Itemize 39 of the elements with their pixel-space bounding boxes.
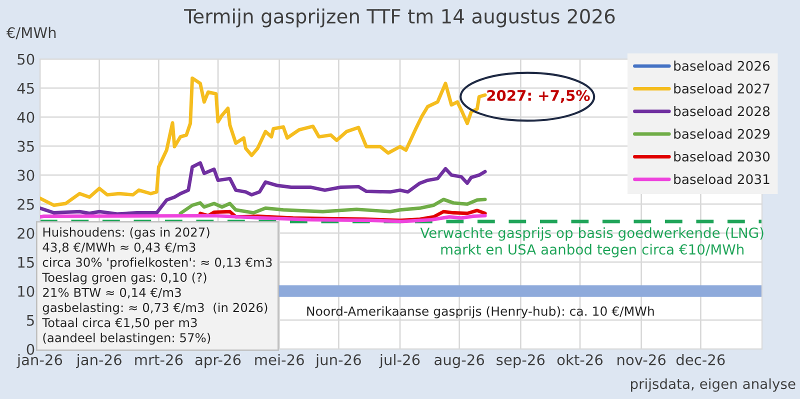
y-tick-label: 30 bbox=[18, 170, 34, 181]
line-series bbox=[40, 76, 487, 207]
annotation: 2027: +7,5% bbox=[487, 90, 590, 103]
x-tick-label: mrt-26 bbox=[135, 354, 183, 366]
x-tick-label: jun-26 bbox=[315, 354, 361, 368]
y-tick-label: 50 bbox=[18, 54, 34, 65]
y-tick-label: 40 bbox=[17, 112, 34, 123]
y-tick-label: 45 bbox=[17, 82, 34, 94]
y-tick-label: 5 bbox=[26, 315, 34, 326]
x-tick-label: dec-26 bbox=[676, 354, 725, 366]
legend-label: baseload 2028 bbox=[674, 106, 770, 116]
x-tick-label: mei-26 bbox=[255, 354, 304, 366]
band-label: Noord-Amerikaanse gasprijs (Henry-hub): ca. 10 €/MWh bbox=[307, 306, 654, 318]
annotation: Huishoudens: (gas in 2027) 43,8 €/MWh ≈ 0,43 €/m3 circa 30% 'profielkosten': ≈ 0,13 €m3 Toeslag groen gas: 0,10 (?) 21% BTW ≈ 0,14 €/m3 gasbelasting: ≈ 0,73 €/m3 (in 2026) Totaal circa €1,50 per m3 (aandeel belastingen: 57%) bbox=[42, 227, 272, 345]
y-tick-label: 20 bbox=[18, 228, 34, 239]
y-tick-label: 15 bbox=[18, 257, 34, 268]
legend-label: baseload 2027 bbox=[674, 83, 770, 94]
text: prijsdata, eigen analyse bbox=[631, 378, 796, 392]
x-tick-label: okt-26 bbox=[557, 354, 603, 366]
x-tick-label: apr-26 bbox=[195, 354, 241, 368]
line-series bbox=[40, 161, 487, 216]
legend-label: baseload 2026 bbox=[674, 60, 770, 71]
x-tick-label: aug-26 bbox=[434, 354, 484, 368]
x-tick-label: nov-26 bbox=[618, 354, 666, 366]
y-tick-label: 0 bbox=[26, 344, 34, 355]
y-tick-label: 25 bbox=[18, 198, 34, 210]
chart-title: Termijn gasprijzen TTF tm 14 augustus 2026 bbox=[184, 8, 615, 28]
x-tick-label: jan-26 bbox=[76, 354, 122, 368]
line-series bbox=[178, 198, 487, 216]
ref-line-label: Verwachte gasprijs op basis goedwerkende (LNG) markt en USA aanbod tegen circa €10/MWh bbox=[420, 227, 764, 258]
x-tick-label: jul-26 bbox=[379, 354, 420, 368]
x-tick-label: jan-26 bbox=[16, 354, 62, 368]
legend-label: baseload 2030 bbox=[674, 151, 770, 162]
y-axis-title: €/MWh bbox=[6, 26, 56, 40]
y-tick-label: 10 bbox=[18, 286, 34, 297]
legend-label: baseload 2031 bbox=[674, 174, 770, 184]
legend-label: baseload 2029 bbox=[674, 128, 770, 139]
x-tick-label: sep-26 bbox=[496, 354, 545, 368]
y-tick-label: 35 bbox=[18, 140, 34, 152]
